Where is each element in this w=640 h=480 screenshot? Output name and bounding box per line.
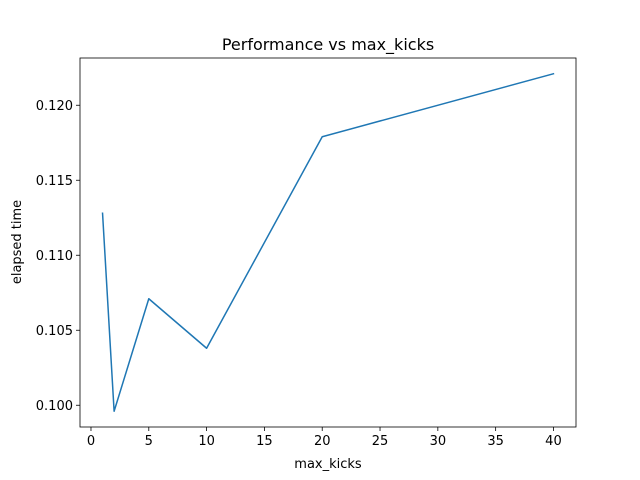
x-tick-label: 10 <box>198 434 215 449</box>
x-tick-label: 40 <box>545 434 562 449</box>
y-axis-label: elapsed time <box>10 200 25 284</box>
plot-frame <box>79 57 577 428</box>
x-tick-label: 25 <box>372 434 389 449</box>
x-axis-label: max_kicks <box>294 457 362 472</box>
plot-area: 0 5 10 15 20 25 30 35 40 0.100 0.105 0.110 0.115 0.12… <box>36 57 577 449</box>
y-tick-label: 0.105 <box>36 324 73 339</box>
x-tick-label: 15 <box>256 434 273 449</box>
x-tick-label: 5 <box>145 434 153 449</box>
y-tick-label: 0.115 <box>36 174 73 189</box>
chart-title: Performance vs max_kicks <box>222 35 434 55</box>
y-tick-label: 0.120 <box>36 99 73 114</box>
x-tick-label: 20 <box>314 434 331 449</box>
series-line-0 <box>101 72 555 412</box>
x-tick-label: 30 <box>430 434 447 449</box>
x-tick-label: 0 <box>87 434 95 449</box>
x-tick-label: 35 <box>487 434 504 449</box>
y-tick-label: 0.110 <box>36 249 73 264</box>
y-tick-label: 0.100 <box>36 399 73 414</box>
